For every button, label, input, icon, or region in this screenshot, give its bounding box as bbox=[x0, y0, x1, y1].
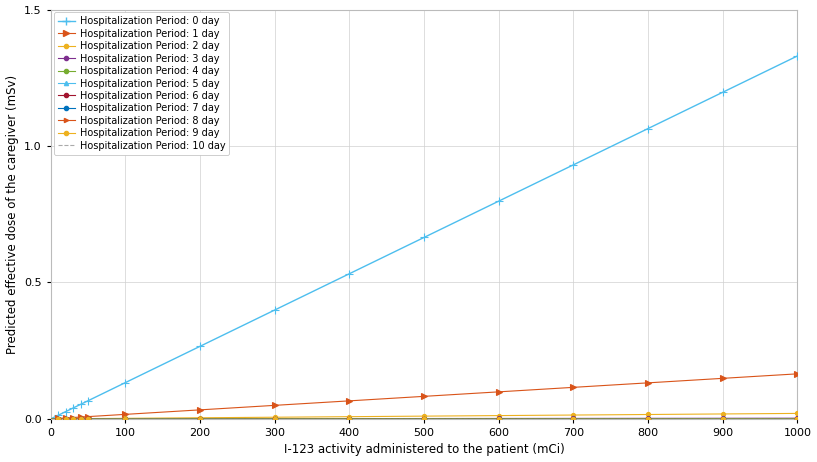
Legend: Hospitalization Period: 0 day, Hospitalization Period: 1 day, Hospitalization Pe: Hospitalization Period: 0 day, Hospitali… bbox=[54, 12, 230, 155]
Y-axis label: Predicted effective dose of the caregiver (mSv): Predicted effective dose of the caregive… bbox=[6, 75, 19, 354]
X-axis label: I-123 activity administered to the patient (mCi): I-123 activity administered to the patie… bbox=[283, 444, 565, 456]
